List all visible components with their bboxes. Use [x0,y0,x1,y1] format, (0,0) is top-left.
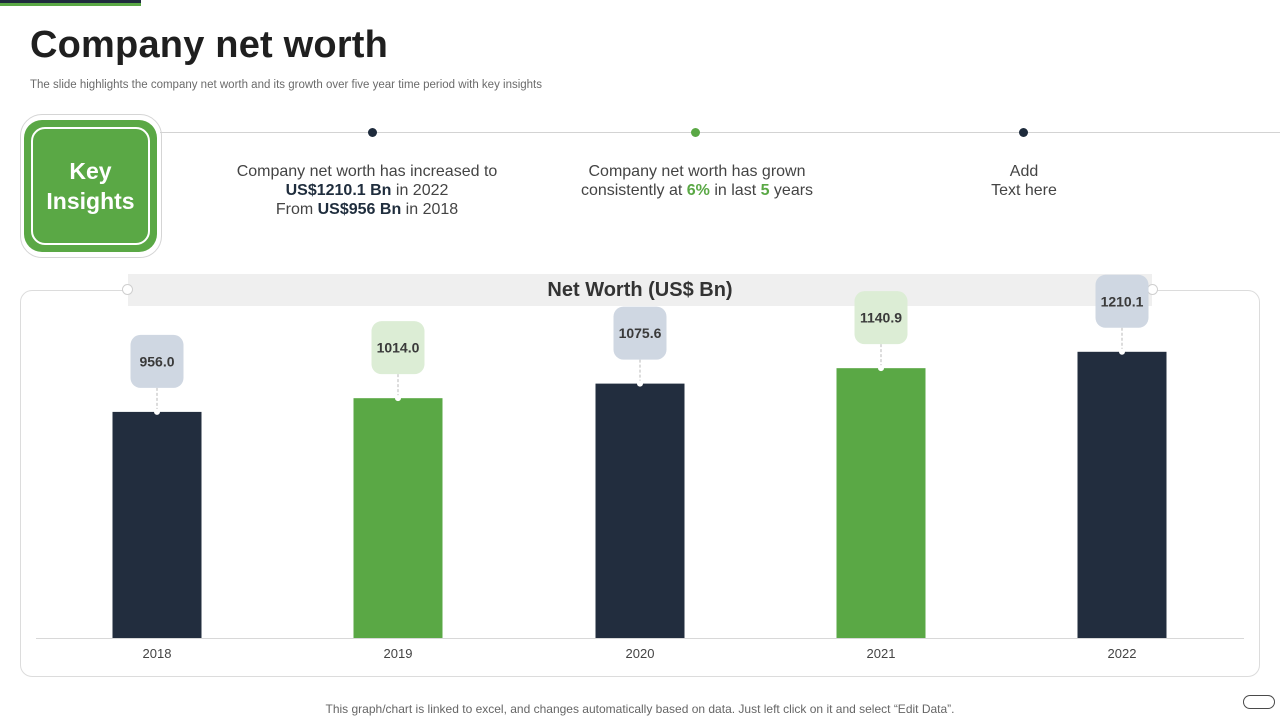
insight-1-value-2022: US$1210.1 Bn [285,182,392,199]
value-label-box-2020 [613,306,667,360]
insight-1-line3-pre: From [275,201,318,218]
pill-shape [1243,695,1275,709]
insight-2-line2-pre: consistently at [580,182,687,199]
insight-1-line1: Company net worth has increased to [236,163,498,180]
slide-title: Company net worth [30,24,389,66]
insight-1-line3: From US$956 Bn in 2018 [202,200,532,219]
insight-2-line2-mid: in last [709,182,761,199]
key-insights-label: Key Insights [46,158,135,214]
timeline-dot-1 [368,128,377,137]
insight-1: Company net worth has increased to US$12… [202,162,532,219]
top-accent-bar [0,0,141,6]
insight-2-line1: Company net worth has grown [588,163,806,180]
insight-1-line3-rest: in 2018 [401,201,459,218]
bar-2021 [836,368,926,638]
accent-green-strip [0,3,141,6]
bar-2020 [595,383,685,638]
insight-2: Company net worth has grown consistently… [532,162,862,200]
insight-3-line2: Text here [991,182,1057,199]
leader-dot-2018 [154,408,160,415]
bar-2019 [353,398,443,638]
timeline-dot-2 [691,128,700,137]
footer-note: This graph/chart is linked to excel, and… [325,702,955,716]
leader-dot-2020 [637,380,643,387]
insight-2-years: 5 [760,182,770,199]
chart-title: Net Worth (US$ Bn) [128,274,1152,306]
bar-2018 [112,411,202,638]
accent-dark-strip [0,0,141,3]
timeline-line [160,132,1280,133]
x-tick-2022: 2022 [1108,646,1137,661]
timeline-dot-3 [1019,128,1028,137]
value-label-2020: 1075.6 [619,325,662,341]
chart-title-left-circle [122,284,133,295]
value-label-box-2022 [1095,274,1149,328]
key-insights-box: Key Insights [31,127,150,245]
insight-3-line1: Add [1009,163,1039,180]
insight-2-line2: consistently at 6% in last 5 years [532,181,862,200]
insight-1-value-2018: US$956 Bn [317,201,402,218]
x-tick-2020: 2020 [626,646,655,661]
value-label-2022: 1210.1 [1101,293,1144,309]
insight-1-line2: US$1210.1 Bn in 2022 [202,181,532,200]
value-label-box-2018 [130,334,184,388]
insight-2-line2-rest: years [769,182,814,199]
value-label-2021: 1140.9 [860,310,902,326]
insight-2-growth-rate: 6% [686,182,710,199]
x-tick-2018: 2018 [143,646,172,661]
leader-dot-2019 [395,395,401,402]
x-tick-2019: 2019 [384,646,413,661]
insight-3: Add Text here [859,162,1189,200]
key-insights-panel [24,120,157,252]
bar-2022 [1077,351,1167,638]
insight-1-line2-rest: in 2022 [391,182,449,199]
leader-dot-2021 [878,365,884,372]
value-label-2019: 1014.0 [377,340,420,356]
value-label-box-2021 [854,291,908,345]
x-tick-2021: 2021 [867,646,896,661]
leader-dot-2022 [1119,348,1125,355]
value-label-box-2019 [371,321,425,375]
value-label-2018: 956.0 [139,353,174,369]
slide-subtitle: The slide highlights the company net wor… [30,79,543,91]
